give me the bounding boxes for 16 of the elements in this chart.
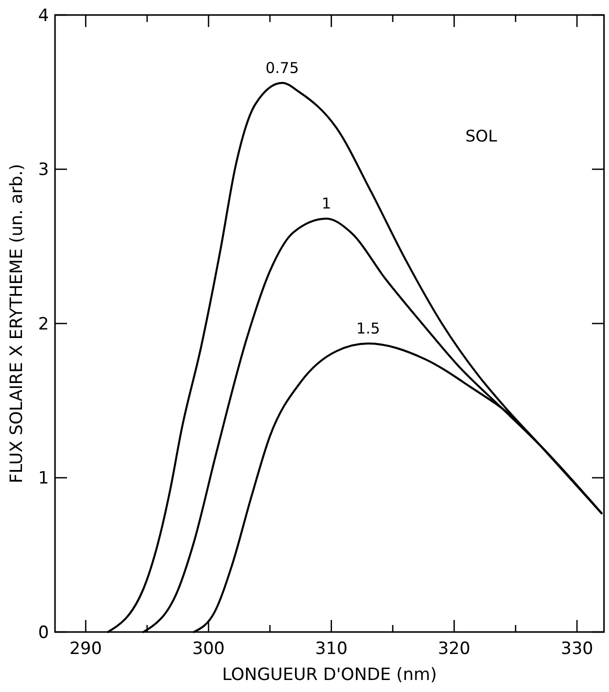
x-axis-title: LONGUEUR D'ONDE (nm)	[222, 665, 437, 685]
y-tick-label: 2	[38, 314, 49, 334]
series-label: 1	[322, 194, 332, 213]
x-tick-label: 300	[192, 639, 225, 659]
annotation: SOL	[465, 126, 498, 146]
x-tick-label: 330	[560, 639, 594, 659]
series-label: 0.75	[266, 58, 299, 77]
x-tick-label: 290	[69, 639, 102, 659]
x-tick-label: 320	[438, 639, 470, 659]
series-label: 1.5	[356, 320, 380, 338]
y-tick-label: 3	[38, 160, 49, 180]
y-axis-title: FLUX SOLAIRE X ERYTHEME (un. arb.)	[7, 164, 27, 484]
y-tick-label: 0	[38, 622, 49, 643]
y-tick-label: 1	[38, 468, 49, 489]
x-tick-label: 310	[315, 639, 348, 659]
y-tick-label: 4	[38, 6, 49, 26]
